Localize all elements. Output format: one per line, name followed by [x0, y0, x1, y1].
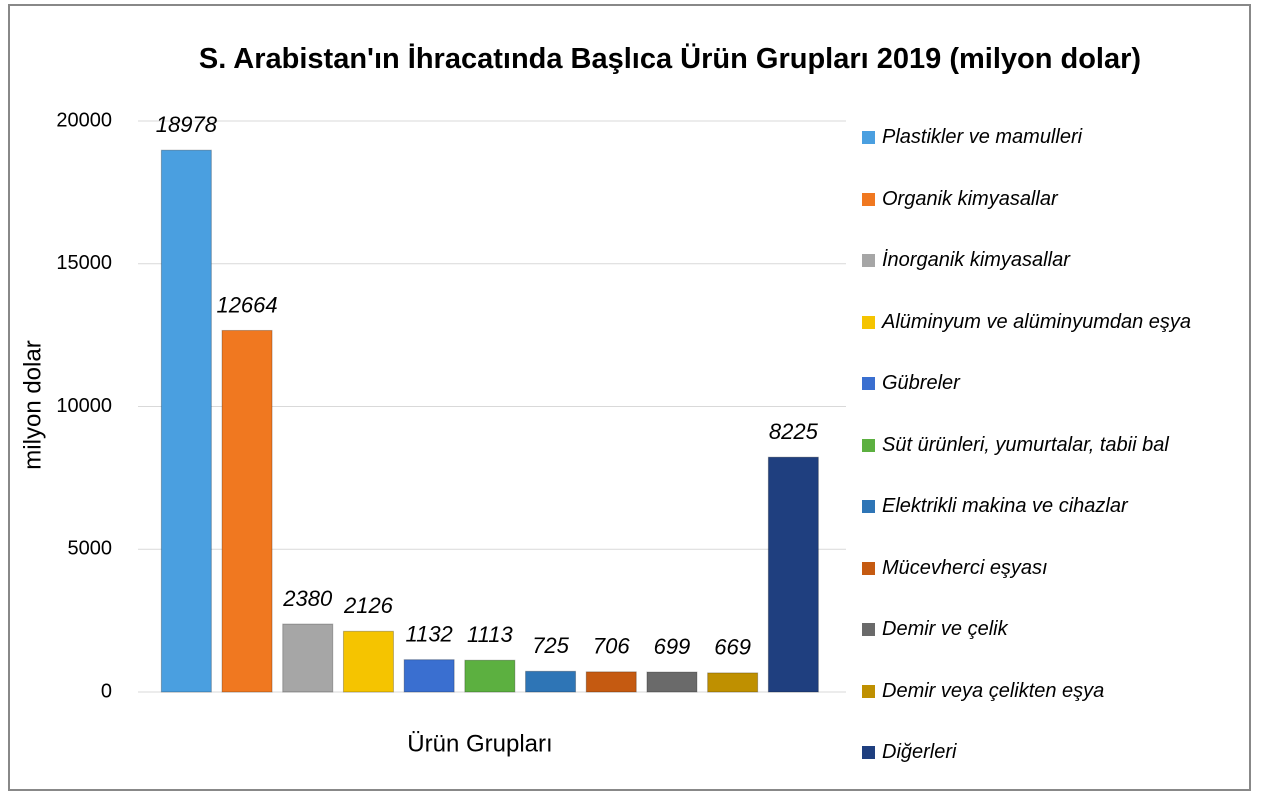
legend-label: Elektrikli makina ve cihazlar: [882, 495, 1128, 517]
legend-item: Gübreler: [862, 369, 1252, 397]
legend-item: Demir veya çelikten eşya: [862, 677, 1252, 705]
data-label: 12664: [216, 292, 277, 317]
data-label: 8225: [769, 419, 819, 444]
bar: [767, 456, 819, 693]
data-label: 1113: [467, 622, 513, 647]
legend-item: Alüminyum ve alüminyumdan eşya: [862, 308, 1252, 336]
bar: [525, 670, 577, 693]
y-tick-label: 5000: [68, 538, 113, 560]
chart-title: S. Arabistan'ın İhracatında Başlıca Ürün…: [198, 43, 1142, 75]
legend-label: İnorganik kimyasallar: [882, 249, 1070, 271]
legend-label: Süt ürünleri, yumurtalar, tabii bal: [882, 433, 1169, 456]
bar: [707, 672, 759, 693]
y-tick-label: 10000: [56, 395, 112, 417]
legend-label: Gübreler: [882, 372, 960, 394]
bar: [221, 329, 273, 693]
data-label: 18978: [156, 112, 218, 137]
bar: [282, 623, 334, 693]
legend-item: Mücevherci eşyası: [862, 554, 1252, 582]
bar: [403, 659, 455, 693]
data-label: 725: [532, 633, 569, 658]
legend-item: Elektrikli makina ve cihazlar: [862, 492, 1252, 520]
legend-label: Demir ve çelik: [882, 618, 1008, 640]
legend-swatch: [862, 254, 875, 267]
legend-item: Diğerleri: [862, 738, 1252, 766]
legend-item: Plastikler ve mamulleri: [862, 123, 1252, 151]
legend-swatch: [862, 131, 875, 144]
legend-label: Mücevherci eşyası: [882, 556, 1048, 579]
legend-label: Alüminyum ve alüminyumdan eşya: [882, 310, 1192, 333]
data-label: 1132: [405, 621, 452, 646]
legend-swatch: [862, 684, 875, 698]
data-label: 699: [654, 634, 691, 659]
legend-item: Demir ve çelik: [862, 615, 1252, 643]
legend-item: İnorganik kimyasallar: [862, 246, 1252, 274]
bar: [585, 671, 637, 693]
data-label: 2380: [282, 586, 333, 611]
legend-label: Demir veya çelikten eşya: [882, 679, 1105, 702]
y-tick-label: 0: [101, 680, 112, 702]
bar: [464, 659, 516, 693]
legend-item: Organik kimyasallar: [862, 185, 1252, 213]
legend-swatch: [862, 623, 875, 636]
legend-swatch: [862, 438, 875, 452]
chart-frame: [8, 4, 1251, 791]
legend-item: Süt ürünleri, yumurtalar, tabii bal: [862, 431, 1252, 459]
legend-label: Plastikler ve mamulleri: [882, 126, 1083, 148]
legend-swatch: [862, 192, 875, 206]
legend-swatch: [862, 315, 875, 329]
bar: [160, 149, 212, 693]
legend-swatch: [862, 561, 875, 575]
data-label: 669: [714, 635, 751, 660]
y-axis-label: milyon dolar: [19, 340, 46, 469]
bar: [646, 671, 698, 693]
y-tick-label: 15000: [56, 252, 112, 274]
legend-label: Organik kimyasallar: [882, 187, 1058, 210]
bar: [342, 630, 394, 693]
data-label: 2126: [343, 593, 394, 618]
x-axis-label: Ürün Grupları: [407, 730, 552, 757]
legend-swatch: [862, 500, 875, 513]
legend-swatch: [862, 377, 875, 390]
y-tick-label: 20000: [56, 109, 112, 131]
legend-label: Diğerleri: [882, 741, 957, 763]
legend-swatch: [862, 746, 875, 759]
data-label: 706: [593, 634, 630, 659]
